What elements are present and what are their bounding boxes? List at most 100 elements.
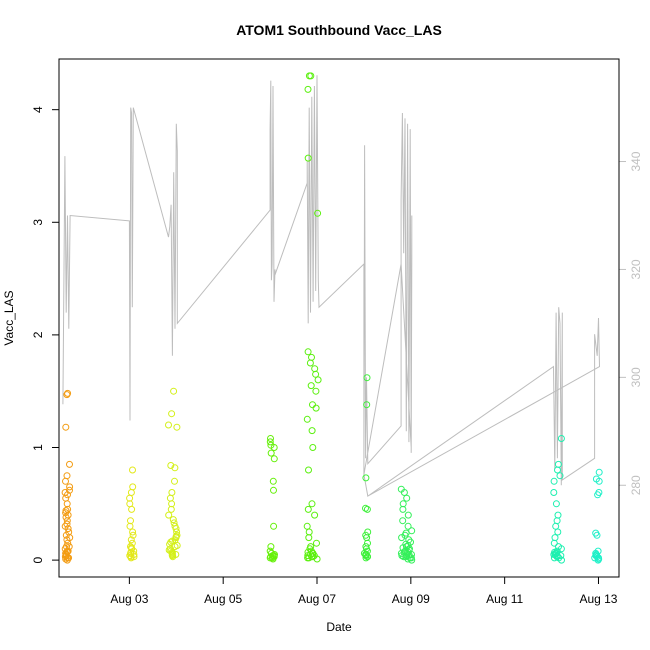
data-point — [63, 520, 71, 528]
data-point — [173, 531, 181, 539]
data-point — [63, 472, 71, 480]
data-point — [314, 209, 322, 217]
data-point — [557, 435, 565, 442]
data-point — [404, 522, 412, 530]
data-point — [165, 546, 173, 554]
data-point — [312, 387, 320, 395]
data-point — [308, 500, 316, 508]
y-tick-label: 2 — [31, 331, 45, 338]
data-point — [127, 548, 135, 556]
y2-tick-label: 280 — [629, 475, 643, 495]
data-point — [270, 486, 277, 494]
data-point — [165, 511, 173, 519]
data-point — [595, 468, 603, 476]
data-point — [554, 460, 562, 468]
data-point — [308, 553, 316, 561]
data-point — [363, 374, 371, 382]
y-tick-label: 1 — [31, 444, 45, 451]
x-tick-label: Aug 03 — [110, 592, 148, 606]
data-point — [170, 387, 178, 395]
data-point — [404, 511, 412, 519]
data-point — [403, 494, 411, 502]
data-point — [62, 507, 70, 515]
data-point — [308, 549, 316, 557]
data-point — [304, 505, 312, 513]
y-tick-label: 3 — [31, 219, 45, 226]
data-point — [303, 522, 311, 530]
data-point — [127, 536, 135, 544]
data-point — [64, 491, 71, 499]
data-point — [551, 534, 559, 542]
data-point — [129, 483, 137, 491]
data-point — [167, 462, 175, 469]
data-point — [267, 441, 275, 449]
data-point — [267, 449, 275, 457]
data-point — [594, 547, 602, 555]
y-tick-label: 0 — [31, 556, 45, 563]
y-tick-label: 4 — [31, 106, 45, 113]
data-point — [64, 389, 72, 397]
data-point — [399, 500, 407, 508]
data-point — [592, 529, 600, 537]
data-point — [399, 517, 407, 525]
data-point — [311, 511, 319, 519]
data-point — [595, 489, 603, 496]
data-point — [364, 528, 372, 536]
data-point — [404, 542, 412, 549]
data-point — [550, 477, 558, 485]
data-point — [305, 466, 312, 474]
data-point — [551, 548, 559, 556]
data-point — [63, 391, 71, 399]
data-point — [304, 154, 312, 162]
data-point — [173, 423, 181, 431]
x-axis-label: Date — [326, 620, 352, 634]
data-point — [128, 544, 135, 552]
data-point — [400, 548, 408, 556]
data-point — [66, 534, 74, 542]
x-tick-label: Aug 05 — [204, 592, 242, 606]
data-point — [267, 543, 275, 551]
temperature-line — [62, 75, 601, 497]
data-point — [552, 549, 559, 557]
data-point — [397, 485, 405, 493]
data-point — [168, 410, 176, 418]
chart-title: ATOM1 Southbound Vacc_LAS — [236, 22, 442, 38]
data-point — [307, 543, 315, 551]
data-point — [129, 528, 137, 536]
y2-tick-label: 300 — [629, 367, 643, 387]
data-point — [173, 542, 181, 549]
data-point — [550, 489, 558, 496]
data-point — [66, 486, 73, 494]
data-point — [592, 475, 600, 483]
data-point — [314, 376, 322, 384]
data-point — [167, 547, 175, 555]
data-point — [65, 543, 73, 551]
y-axis-label: Vacc_LAS — [2, 290, 16, 345]
x-tick-label: Aug 09 — [392, 592, 430, 606]
data-point — [168, 489, 176, 496]
data-point — [267, 435, 274, 442]
data-point — [309, 444, 317, 451]
data-point — [555, 543, 562, 551]
x-tick-label: Aug 11 — [486, 592, 523, 606]
data-point — [308, 427, 316, 435]
x-tick-label: Aug 13 — [579, 592, 617, 606]
plot-frame — [58, 58, 620, 578]
data-point — [304, 348, 312, 356]
data-point — [66, 460, 73, 468]
data-point — [313, 539, 320, 547]
data-point — [362, 554, 370, 562]
data-point — [165, 421, 172, 429]
data-point — [362, 474, 370, 482]
data-point — [304, 554, 312, 562]
data-point — [311, 365, 319, 373]
data-point — [307, 382, 315, 390]
data-point — [593, 552, 601, 560]
data-point — [303, 415, 311, 423]
data-point — [266, 438, 274, 446]
data-point — [556, 472, 564, 480]
data-point — [62, 423, 70, 431]
data-point — [61, 489, 69, 496]
